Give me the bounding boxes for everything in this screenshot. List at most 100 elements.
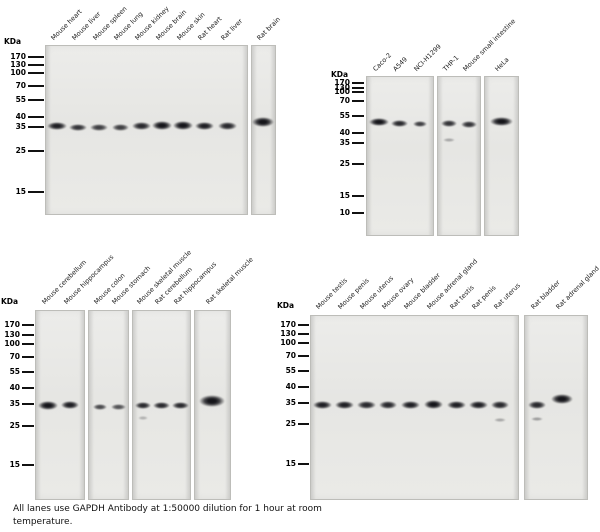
molecular-weight-label: 35 — [285, 398, 296, 407]
molecular-weight-tick — [28, 126, 44, 128]
protein-band — [390, 119, 408, 127]
protein-band — [173, 120, 193, 130]
protein-band — [413, 121, 427, 127]
blot-strip — [251, 45, 276, 215]
protein-band — [494, 418, 506, 422]
protein-band — [131, 122, 151, 130]
lane-label: Rat adrenal gland — [554, 264, 600, 311]
lane-label: A549 — [391, 55, 409, 73]
lane-label: Mouse small intestine — [461, 17, 518, 74]
protein-band — [551, 394, 573, 404]
molecular-weight-label: 70 — [285, 351, 296, 360]
molecular-weight-label: 100 — [10, 68, 26, 77]
lane-label: Caco-2 — [371, 51, 394, 73]
molecular-weight-label: 10 — [339, 208, 350, 217]
molecular-weight-label: 170 — [10, 52, 26, 61]
protein-band — [69, 123, 87, 131]
protein-band — [110, 404, 126, 410]
molecular-weight-tick — [352, 163, 364, 165]
molecular-weight-label: 130 — [280, 329, 296, 338]
molecular-weight-tick — [298, 355, 309, 357]
kda-unit-label: KDa — [331, 70, 349, 79]
protein-band — [400, 401, 420, 409]
molecular-weight-tick — [22, 334, 34, 336]
molecular-weight-label: 40 — [285, 382, 296, 391]
protein-band — [138, 416, 148, 420]
molecular-weight-tick — [352, 91, 364, 93]
lane-label: THP-1 — [441, 53, 461, 73]
molecular-weight-label: 55 — [339, 111, 350, 120]
molecular-weight-tick — [28, 150, 44, 152]
molecular-weight-tick — [352, 132, 364, 134]
molecular-weight-label: 70 — [15, 81, 26, 90]
protein-band — [443, 138, 455, 142]
protein-band — [461, 120, 477, 128]
molecular-weight-tick — [28, 85, 44, 87]
molecular-weight-label: 70 — [339, 96, 350, 105]
protein-band — [194, 122, 214, 130]
blot-strip — [484, 76, 519, 236]
molecular-weight-label: 130 — [334, 83, 350, 92]
molecular-weight-tick — [298, 423, 309, 425]
molecular-weight-tick — [298, 342, 309, 344]
molecular-weight-tick — [352, 87, 364, 89]
molecular-weight-tick — [22, 324, 34, 326]
molecular-weight-tick — [22, 387, 34, 389]
protein-band — [441, 119, 457, 127]
protein-band — [252, 117, 274, 127]
protein-band — [423, 399, 443, 409]
kda-unit-label: KDa — [1, 297, 19, 306]
molecular-weight-label: 170 — [334, 78, 350, 87]
protein-band — [135, 401, 151, 409]
lane-label: HeLa — [493, 55, 511, 73]
molecular-weight-tick — [28, 64, 44, 66]
molecular-weight-label: 15 — [339, 191, 350, 200]
molecular-weight-tick — [22, 371, 34, 373]
molecular-weight-tick — [28, 99, 44, 101]
molecular-weight-tick — [22, 425, 34, 427]
molecular-weight-label: 40 — [9, 383, 20, 392]
protein-band — [446, 401, 466, 409]
protein-band — [61, 401, 79, 409]
molecular-weight-label: 25 — [9, 421, 20, 430]
molecular-weight-label: 70 — [9, 352, 20, 361]
molecular-weight-tick — [28, 191, 44, 193]
protein-band — [334, 401, 354, 409]
molecular-weight-tick — [22, 343, 34, 345]
protein-band — [369, 118, 389, 126]
protein-band — [152, 401, 170, 409]
protein-band — [93, 404, 107, 410]
protein-band — [491, 401, 509, 409]
protein-band — [531, 417, 543, 421]
protein-band — [199, 395, 225, 407]
kda-unit-label: KDa — [277, 301, 295, 310]
molecular-weight-label: 15 — [9, 460, 20, 469]
molecular-weight-label: 35 — [339, 138, 350, 147]
protein-band — [379, 401, 397, 409]
blot-strip — [437, 76, 481, 236]
molecular-weight-tick — [352, 142, 364, 144]
molecular-weight-tick — [28, 72, 44, 74]
protein-band — [152, 120, 172, 130]
molecular-weight-label: 35 — [9, 399, 20, 408]
molecular-weight-label: 35 — [15, 122, 26, 131]
protein-band — [38, 400, 58, 410]
molecular-weight-tick — [298, 370, 309, 372]
molecular-weight-tick — [352, 212, 364, 214]
protein-band — [171, 401, 189, 409]
molecular-weight-tick — [298, 402, 309, 404]
blot-strip — [366, 76, 434, 236]
protein-band — [217, 122, 237, 130]
molecular-weight-label: 130 — [10, 60, 26, 69]
molecular-weight-tick — [352, 115, 364, 117]
molecular-weight-label: 25 — [15, 146, 26, 155]
molecular-weight-label: 170 — [4, 320, 20, 329]
protein-band — [47, 122, 67, 130]
molecular-weight-label: 15 — [15, 187, 26, 196]
molecular-weight-tick — [22, 464, 34, 466]
molecular-weight-tick — [352, 82, 364, 84]
molecular-weight-label: 55 — [15, 95, 26, 104]
protein-band — [489, 116, 513, 126]
molecular-weight-label: 25 — [339, 159, 350, 168]
